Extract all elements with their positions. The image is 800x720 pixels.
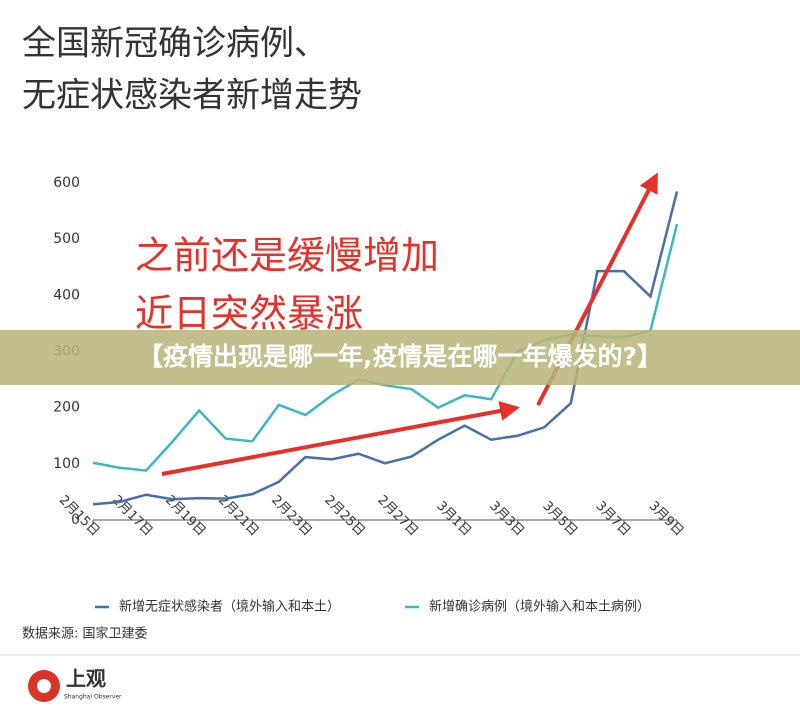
- y-tick-label: 600: [53, 175, 80, 191]
- chart-title: 全国新冠确诊病例、: [22, 24, 328, 64]
- y-tick-label: 0: [71, 512, 80, 528]
- logo-mark: [37, 679, 51, 693]
- chart-title: 无症状感染者新增走势: [22, 76, 362, 116]
- y-tick-label: 200: [53, 400, 80, 416]
- logo-name: 上观: [66, 667, 106, 691]
- banner: 【疫情出现是哪一年,疫情是在哪一年爆发的?】: [138, 342, 662, 371]
- x-tick-label: 3月9日: [646, 499, 687, 540]
- legend-label: 新增无症状感染者（境外输入和本土）: [119, 599, 340, 615]
- x-tick-label: 2月25日: [321, 493, 368, 540]
- legend-label: 新增确诊病例（境外输入和本土病例）: [429, 599, 650, 615]
- annotation: 之前还是缓慢增加: [135, 234, 439, 278]
- x-tick-label: 3月1日: [433, 499, 474, 540]
- x-tick-label: 3月5日: [539, 499, 580, 540]
- y-tick-label: 100: [53, 456, 80, 472]
- x-tick-label: 2月15日: [56, 493, 103, 540]
- x-tick-label: 2月23日: [268, 493, 315, 540]
- annotation: 近日突然暴涨: [135, 292, 363, 336]
- source: 数据来源: 国家卫建委: [22, 626, 148, 642]
- arrow: [161, 401, 520, 476]
- logo-subtitle: Shanghai Observer: [64, 694, 122, 701]
- y-tick-label: 400: [53, 287, 80, 303]
- x-tick-label: 3月7日: [593, 499, 634, 540]
- y-tick-label: 500: [53, 231, 80, 247]
- x-tick-label: 2月27日: [374, 493, 421, 540]
- x-tick-label: 3月3日: [486, 499, 527, 540]
- banner-bg: [0, 330, 800, 385]
